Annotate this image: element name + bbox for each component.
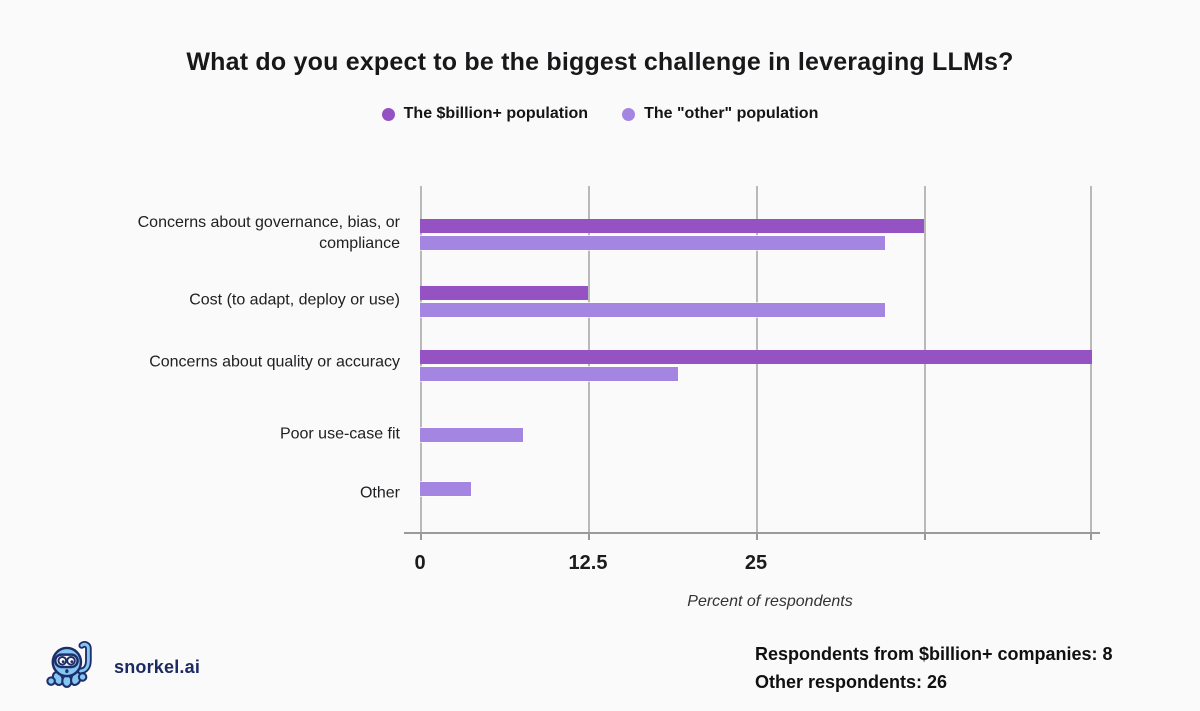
brand-name: snorkel.ai	[114, 656, 201, 677]
axis-tick	[1090, 533, 1092, 540]
axis-tick-label: 12.5	[568, 552, 608, 574]
category-label: Poor use-case fit	[279, 425, 400, 443]
bar-series0-cat0	[420, 219, 924, 233]
axis-tick	[420, 533, 422, 540]
bar-series0-cat2	[420, 350, 1092, 364]
x-axis-line	[404, 532, 1100, 534]
category-label: Concerns about governance, bias, or comp…	[137, 214, 400, 252]
x-axis-title: Percent of respondents	[687, 593, 853, 610]
stat-billion-respondents: Respondents from $billion+ companies: 8	[755, 644, 1113, 664]
bar-series1-cat0	[420, 236, 886, 250]
brand: snorkel.ai	[42, 636, 200, 698]
axis-tick	[756, 533, 758, 540]
axis-tick-label: 25	[744, 552, 768, 574]
legend-dot-icon	[622, 107, 636, 121]
legend-dot-icon	[381, 107, 395, 121]
category-label: Cost (to adapt, deploy or use)	[189, 291, 400, 309]
legend-item-0: The $billion+ population	[381, 105, 589, 123]
bar-chart: 0 12.5 25 Percent of respondents Concerns …	[0, 186, 1200, 626]
bar-series1-cat1	[420, 303, 886, 317]
stat-other-respondents: Other respondents: 26	[755, 672, 948, 692]
chart-legend: The $billion+ population The "other" popu…	[0, 105, 1200, 123]
category-label: Concerns about quality or accuracy	[149, 353, 400, 371]
axis-tick	[588, 533, 590, 540]
plot-area: 0 12.5 25	[404, 186, 1100, 574]
category-label: Other	[359, 484, 400, 502]
footer: snorkel.ai Respondents from $billion+ co…	[0, 626, 1200, 711]
bar-series1-cat4	[420, 482, 472, 496]
chart-title: What do you expect to be the biggest cha…	[186, 48, 1014, 76]
axis-tick-label: 0	[414, 552, 426, 574]
respondent-stats: Respondents from $billion+ companies: 8 …	[755, 640, 1113, 696]
bar-series0-cat1	[420, 286, 588, 300]
bar-series1-cat2	[420, 367, 679, 381]
octopus-snorkel-logo-icon	[46, 641, 92, 688]
axis-tick	[924, 533, 926, 540]
legend-item-1: The "other" population	[622, 105, 818, 123]
legend-label: The $billion+ population	[403, 105, 589, 122]
bar-series1-cat3	[420, 428, 524, 442]
legend-label: The "other" population	[644, 105, 819, 122]
